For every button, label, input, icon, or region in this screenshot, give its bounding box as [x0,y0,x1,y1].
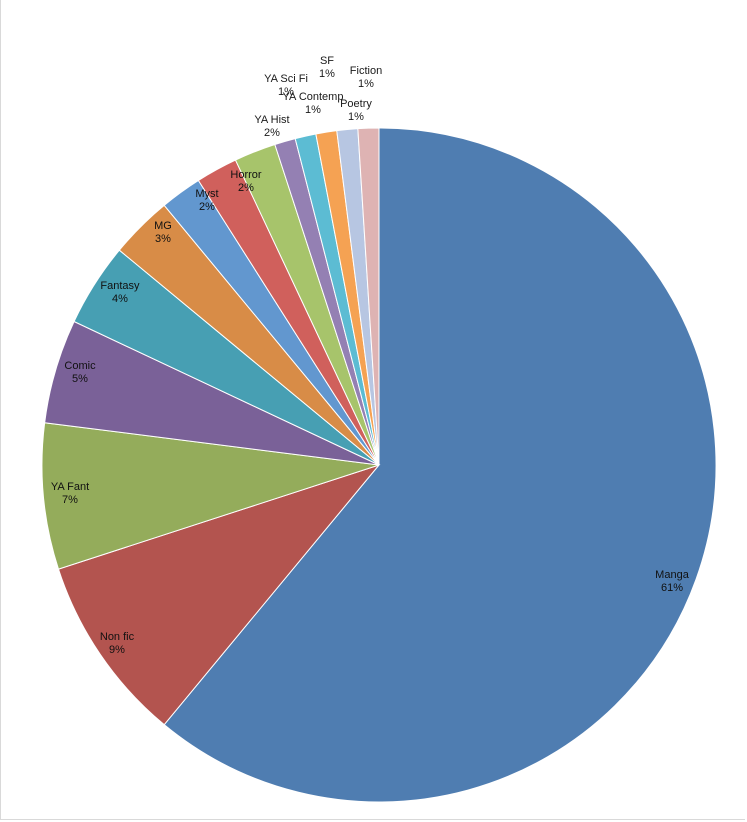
slice-percent-ya-contemp: 1% [305,104,321,116]
data-label-mg: MG3% [154,220,172,245]
slice-name-horror: Horror [230,169,262,181]
slice-name-ya-hist: YA Hist [254,114,289,126]
slice-name-non-fic: Non fic [100,631,135,643]
slice-percent-poetry: 1% [348,111,364,123]
slice-percent-mg: 3% [155,233,171,245]
slice-percent-horror: 2% [238,182,254,194]
pie-slice-non-fic [57,463,381,726]
slice-percent-fantasy: 4% [112,293,128,305]
slice-name-ya-fant: YA Fant [51,481,89,493]
slice-name-fiction: Fiction [350,65,382,77]
slice-name-ya-contemp: YA Contemp [283,91,344,103]
slice-name-comic: Comic [64,360,96,372]
slice-percent-manga: 61% [661,582,683,594]
slice-percent-non-fic: 9% [109,644,125,656]
slice-percent-comic: 5% [72,373,88,385]
slice-name-sf: SF [320,55,334,67]
slice-name-manga: Manga [655,569,690,581]
slice-name-ya-sci-fi: YA Sci Fi [264,73,308,85]
data-label-ya-sci-fi: YA Sci Fi1% [264,73,308,98]
slice-percent-fiction: 1% [358,78,374,90]
slice-percent-ya-fant: 7% [62,494,78,506]
pie-slice-manga [163,127,717,803]
slice-name-poetry: Poetry [340,98,372,110]
slice-percent-sf: 1% [319,68,335,80]
slice-percent-ya-hist: 2% [264,127,280,139]
slice-name-fantasy: Fantasy [100,280,140,292]
pie-slice-fiction [357,127,380,466]
data-label-sf: SF1% [319,55,335,80]
pie-slice-ya-fant [41,422,380,570]
slice-name-mg: MG [154,220,172,232]
slice-name-myst: Myst [195,188,218,200]
slice-percent-ya-sci-fi: 1% [278,86,294,98]
slice-percent-myst: 2% [199,201,215,213]
